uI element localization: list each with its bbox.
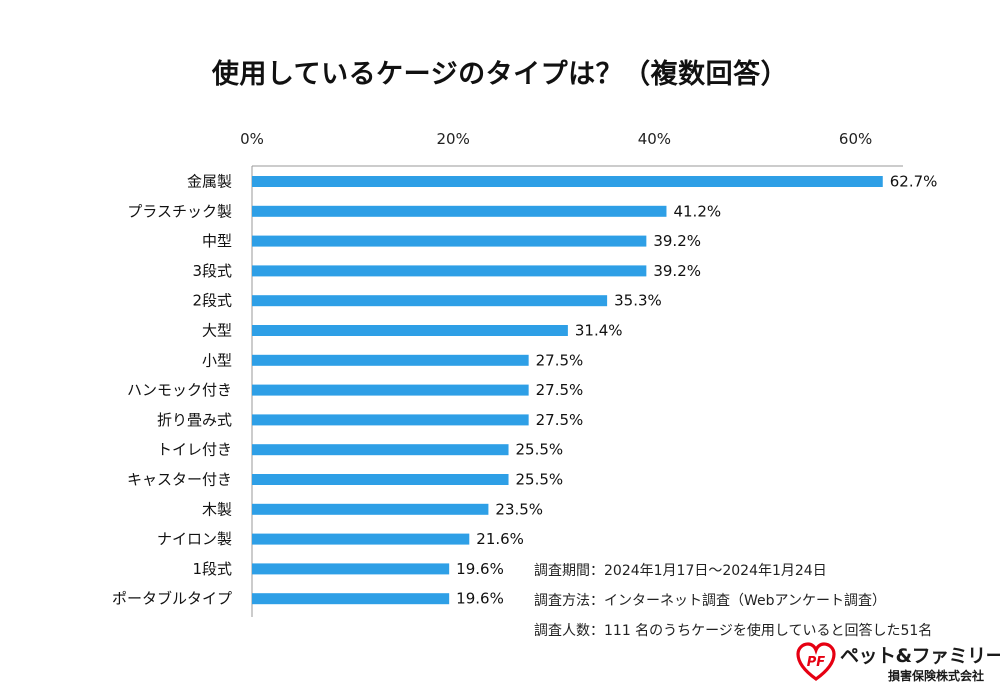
category-label: 小型 xyxy=(202,351,232,369)
category-label: 3段式 xyxy=(192,262,232,280)
bar xyxy=(252,503,489,515)
category-label: トイレ付き xyxy=(157,441,232,459)
bar xyxy=(252,325,568,336)
bar xyxy=(252,176,883,187)
bar xyxy=(252,593,450,605)
value-label: 23.5% xyxy=(495,500,543,518)
value-label: 19.6% xyxy=(456,560,504,578)
value-label: 21.6% xyxy=(476,530,524,548)
logo-subtitle: 損害保険株式会社 xyxy=(888,669,985,683)
logo-name: ペット&ファミリー xyxy=(840,645,1000,667)
bar xyxy=(252,354,529,366)
company-logo: PF ペット&ファミリー 損害保険株式会社 xyxy=(796,640,1000,684)
value-label: 41.2% xyxy=(673,202,721,220)
value-label: 25.5% xyxy=(516,441,564,459)
bar xyxy=(252,384,529,396)
x-tick-label: 20% xyxy=(437,130,470,148)
value-label: 39.2% xyxy=(653,262,701,280)
category-label: 中型 xyxy=(202,232,232,250)
x-tick-label: 60% xyxy=(839,130,872,148)
bar xyxy=(252,414,529,426)
survey-period: 調査期間：2024年1月17日～2024年1月24日 xyxy=(534,563,827,579)
x-tick-label: 40% xyxy=(638,130,671,148)
value-label: 31.4% xyxy=(575,322,623,340)
heart-logo-icon: PF xyxy=(796,642,836,681)
category-label: ナイロン製 xyxy=(157,530,232,548)
value-label: 19.6% xyxy=(456,590,504,608)
bar xyxy=(252,235,647,247)
bar xyxy=(252,205,667,217)
logo-mark-text: PF xyxy=(807,655,826,670)
category-label: 金属製 xyxy=(187,173,232,191)
category-label: ハンモック付き xyxy=(127,381,232,399)
bar xyxy=(252,265,647,277)
category-label: 2段式 xyxy=(192,292,232,310)
survey-respondents: 調査人数：111 名のうちケージを使用していると回答した51名 xyxy=(534,623,933,639)
value-label: 62.7% xyxy=(890,173,938,191)
value-label: 27.5% xyxy=(536,411,584,429)
category-label: ポータブルタイプ xyxy=(112,590,232,608)
survey-method: 調査方法：インターネット調査（Webアンケート調査） xyxy=(534,593,886,609)
category-label: 大型 xyxy=(202,322,232,340)
bar xyxy=(252,295,608,307)
bar xyxy=(252,563,450,575)
bar xyxy=(252,444,509,456)
category-label: 木製 xyxy=(202,500,232,518)
category-label: 1段式 xyxy=(192,560,232,578)
value-label: 27.5% xyxy=(536,381,584,399)
value-label: 25.5% xyxy=(516,471,564,489)
value-label: 27.5% xyxy=(536,351,584,369)
value-label: 35.3% xyxy=(614,292,662,310)
bar xyxy=(252,474,509,485)
category-label: 折り畳み式 xyxy=(157,411,232,429)
category-label: プラスチック製 xyxy=(127,202,232,220)
chart-title: 使用しているケージのタイプは？（複数回答） xyxy=(211,59,789,90)
value-label: 39.2% xyxy=(653,232,701,250)
x-tick-label: 0% xyxy=(240,130,264,148)
bar xyxy=(252,533,470,545)
category-label: キャスター付き xyxy=(127,471,232,489)
